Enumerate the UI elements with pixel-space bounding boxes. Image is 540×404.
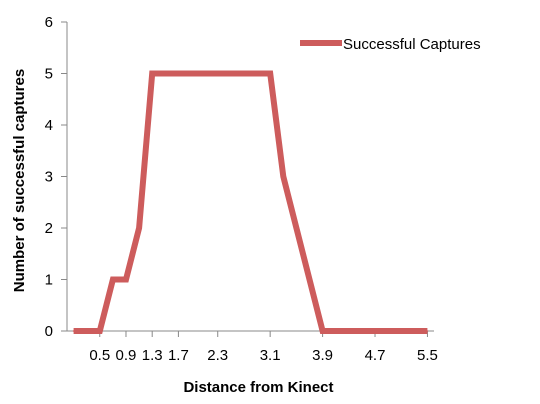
data-point	[282, 175, 285, 178]
data-point	[151, 72, 153, 75]
data-point	[269, 72, 271, 75]
x-tick-label: 4.7	[365, 347, 386, 364]
x-tick-label: 1.3	[142, 347, 163, 364]
x-axis: 0.5 0.9 1.3 1.7 2.3 3.1 3.9 4.7 5.5	[67, 330, 438, 364]
y-tick-label: 2	[45, 220, 53, 237]
data-point	[112, 278, 114, 281]
data-point	[72, 330, 75, 332]
x-axis-title: Distance from Kinect	[183, 379, 333, 396]
data-point	[295, 227, 298, 229]
series-line	[73, 70, 428, 334]
y-axis: 0 1 2 3 4 5 6	[45, 14, 68, 340]
y-tick-label: 5	[45, 66, 53, 83]
y-tick-label: 1	[45, 272, 53, 289]
y-tick-label: 0	[45, 323, 53, 340]
y-tick-label: 6	[45, 14, 53, 31]
x-tick-label: 0.5	[89, 347, 110, 364]
series-layer	[72, 70, 429, 334]
y-tick-label: 4	[45, 117, 53, 134]
x-tick-label: 0.9	[116, 347, 137, 364]
x-tick-label: 5.5	[417, 347, 438, 364]
y-tick-label: 3	[45, 169, 53, 186]
y-axis-title: Number of successful captures	[11, 69, 28, 292]
data-point	[321, 330, 324, 332]
x-tick-label: 1.7	[168, 347, 189, 364]
x-tick-label: 2.3	[207, 347, 228, 364]
data-point	[308, 278, 311, 281]
x-tick-label: 3.1	[260, 347, 281, 364]
legend: Successful Captures	[300, 36, 481, 53]
x-tick-label: 3.9	[312, 347, 333, 364]
legend-label: Successful Captures	[343, 36, 481, 53]
data-point	[138, 227, 140, 229]
data-point	[426, 330, 429, 332]
data-point	[125, 278, 127, 281]
data-point	[98, 330, 101, 332]
